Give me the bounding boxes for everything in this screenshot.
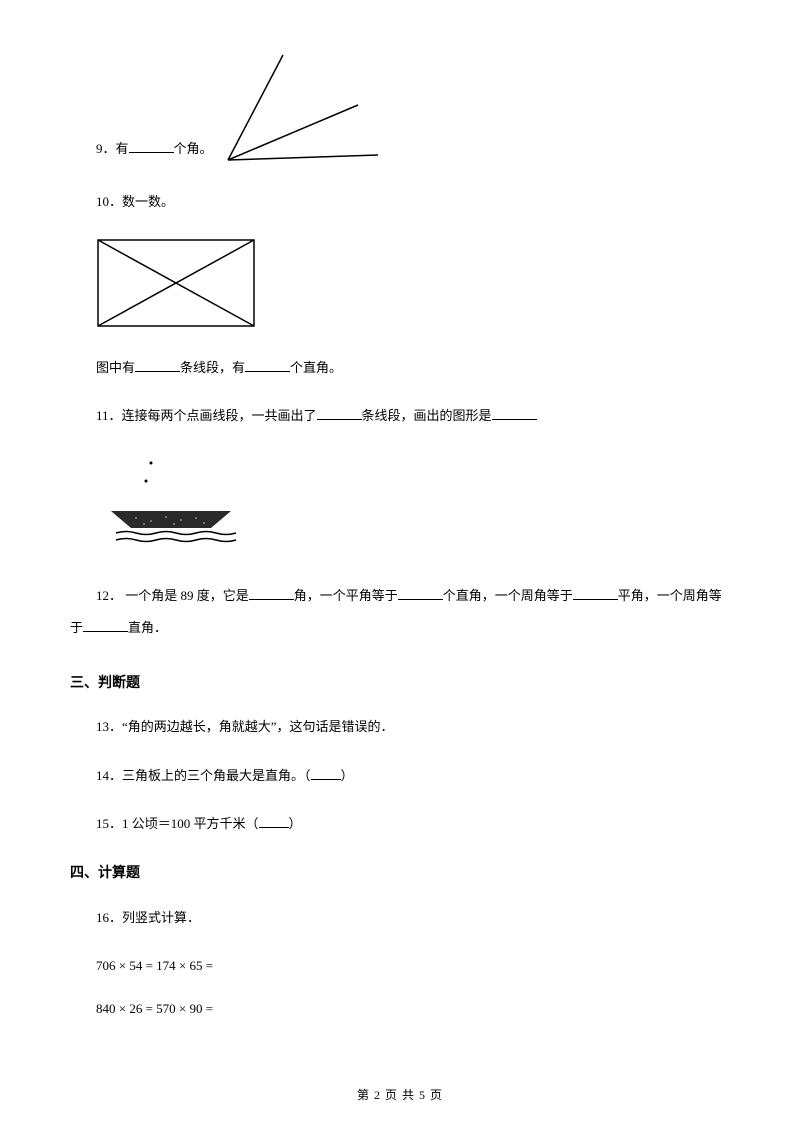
q12-b: 角，一个平角等于 <box>294 588 398 603</box>
question-11: 11．连接每两个点画线段，一共画出了 条线段，画出的图形是 <box>70 404 730 427</box>
section-4-header: 四、计算题 <box>70 860 730 885</box>
question-10-line2: 图中有 条线段，有 个直角。 <box>70 356 730 379</box>
q10-a: 图中有 <box>96 360 135 375</box>
q11-a: 11．连接每两个点画线段，一共画出了 <box>96 408 317 423</box>
q15-a: 15．1 公顷＝100 平方千米（ <box>96 816 259 831</box>
page-footer: 第 2 页 共 5 页 <box>0 1085 800 1107</box>
q12-e: 直角． <box>128 620 167 635</box>
question-10-title: 10．数一数。 <box>70 190 730 213</box>
blank <box>317 405 362 420</box>
blank <box>398 585 443 600</box>
rectangle-figure <box>96 238 730 335</box>
q9-prefix: 9．有 <box>96 141 129 156</box>
footer-c: 页 <box>426 1088 443 1102</box>
q9-text: 9．有 个角。 <box>70 137 213 165</box>
q15-b: ） <box>289 816 302 831</box>
footer-total: 5 <box>419 1088 426 1102</box>
q12-c: 个直角，一个周角等于 <box>443 588 573 603</box>
q12-a: 12． 一个角是 89 度，它是 <box>96 588 249 603</box>
angle-figure <box>223 50 378 165</box>
footer-a: 第 <box>357 1088 374 1102</box>
blank <box>245 357 290 372</box>
question-13: 13．“角的两边越长，角就越大”，这句话是错误的． <box>70 715 730 738</box>
section-3-header: 三、判断题 <box>70 670 730 695</box>
q10-b: 条线段，有 <box>180 360 245 375</box>
blank <box>129 138 174 153</box>
q11-b: 条线段，画出的图形是 <box>362 408 492 423</box>
footer-page: 2 <box>374 1088 381 1102</box>
q10-c: 个直角。 <box>290 360 342 375</box>
blank <box>573 585 618 600</box>
question-12: 12． 一个角是 89 度，它是角，一个平角等于个直角，一个周角等于平角，一个周… <box>70 580 730 645</box>
blank <box>83 617 128 632</box>
blank <box>259 813 289 828</box>
blank <box>311 765 341 780</box>
blank <box>492 405 537 420</box>
blank <box>135 357 180 372</box>
q14-b: ） <box>341 768 354 783</box>
q9-suffix: 个角。 <box>174 141 213 156</box>
expression-1: 706 × 54 = 174 × 65 = <box>96 954 730 977</box>
question-16: 16．列竖式计算． <box>70 906 730 929</box>
blank <box>249 585 294 600</box>
question-9: 9．有 个角。 <box>70 50 730 165</box>
footer-b: 页 共 <box>381 1088 419 1102</box>
boat-figure <box>96 453 730 555</box>
question-15: 15．1 公顷＝100 平方千米（ ） <box>70 812 730 835</box>
question-14: 14．三角板上的三个角最大是直角。（ ） <box>70 764 730 787</box>
expression-2: 840 × 26 = 570 × 90 = <box>96 997 730 1020</box>
q14-a: 14．三角板上的三个角最大是直角。（ <box>96 768 311 783</box>
